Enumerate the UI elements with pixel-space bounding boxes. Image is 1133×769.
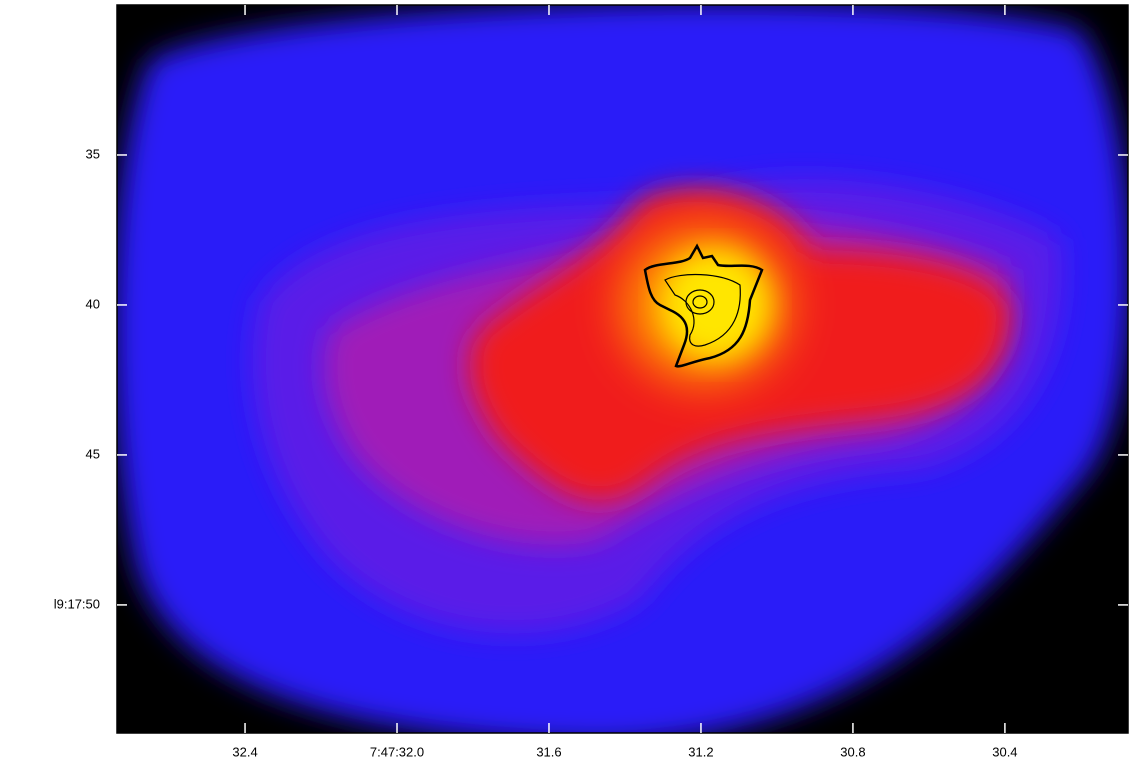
x-tick-label: 30.8 <box>840 744 865 759</box>
y-tick-label: 40 <box>86 296 100 311</box>
y-tick-label: l9:17:50 <box>54 596 100 611</box>
x-tick-label: 30.4 <box>992 744 1017 759</box>
x-tick-label: 31.6 <box>536 744 561 759</box>
contours <box>643 243 764 368</box>
x-tick-label: 7:47:32.0 <box>370 744 424 759</box>
sky-image <box>117 5 1128 733</box>
x-tick-label: 32.4 <box>232 744 257 759</box>
y-tick-label: 45 <box>86 446 100 461</box>
frame <box>116 4 1129 734</box>
x-tick-label: 31.2 <box>688 744 713 759</box>
y-tick-label: 35 <box>86 146 100 161</box>
